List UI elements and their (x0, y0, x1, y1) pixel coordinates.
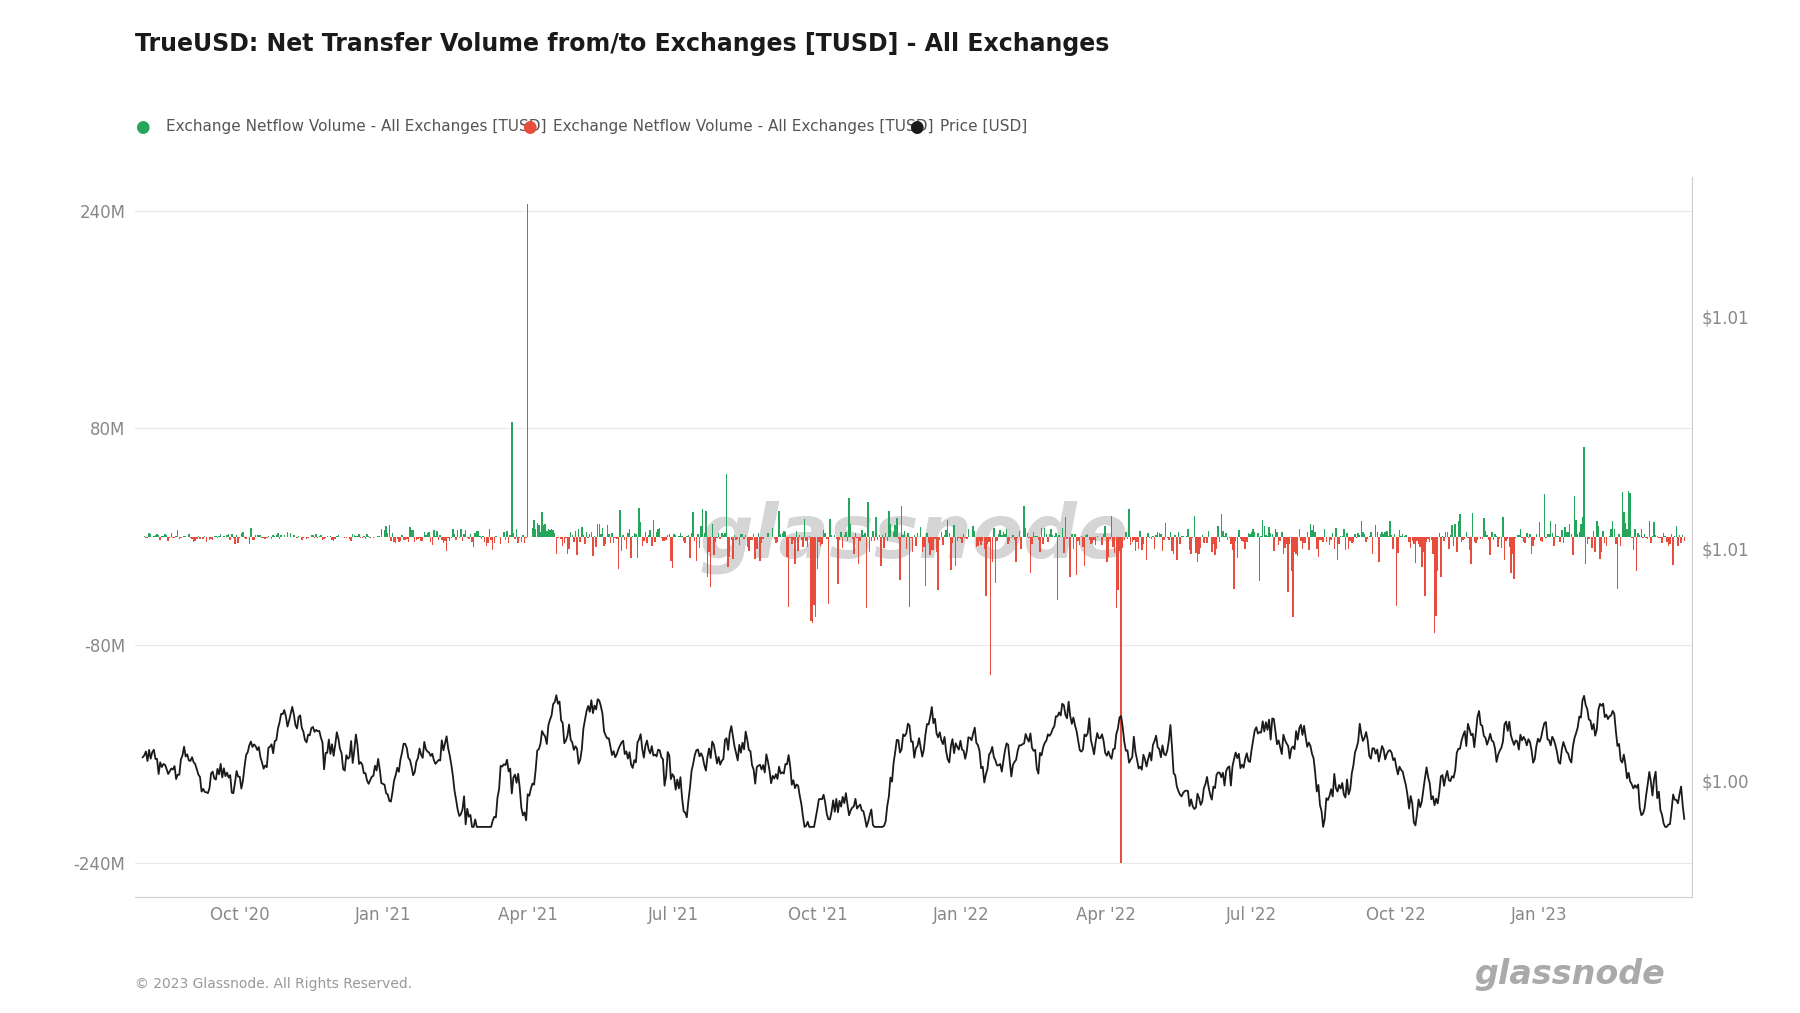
Text: © 2023 Glassnode. All Rights Reserved.: © 2023 Glassnode. All Rights Reserved. (135, 977, 412, 991)
Text: Exchange Netflow Volume - All Exchanges [TUSD]: Exchange Netflow Volume - All Exchanges … (166, 120, 545, 134)
Text: glassnode: glassnode (1474, 957, 1665, 991)
Text: glassnode: glassnode (698, 500, 1129, 573)
Text: Exchange Netflow Volume - All Exchanges [TUSD]: Exchange Netflow Volume - All Exchanges … (553, 120, 932, 134)
Text: ●: ● (522, 118, 536, 136)
Text: Price [USD]: Price [USD] (940, 120, 1026, 134)
Text: ●: ● (909, 118, 923, 136)
Text: TrueUSD: Net Transfer Volume from/to Exchanges [TUSD] - All Exchanges: TrueUSD: Net Transfer Volume from/to Exc… (135, 31, 1109, 56)
Text: ●: ● (135, 118, 149, 136)
